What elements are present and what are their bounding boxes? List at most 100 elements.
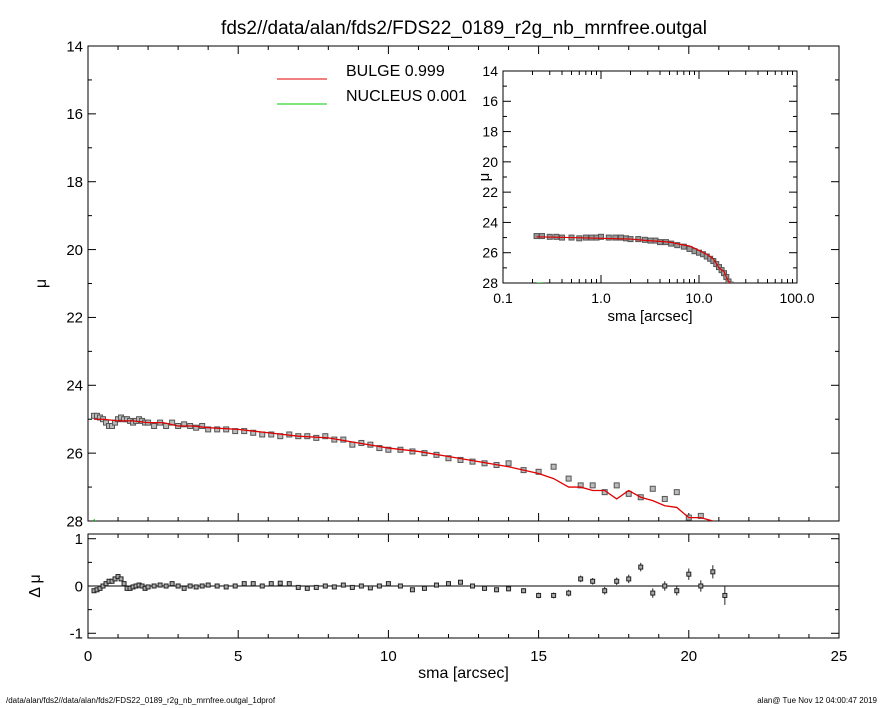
bulge-model-line [94, 418, 714, 521]
observed-point [457, 456, 464, 463]
residual-point [614, 578, 620, 584]
observed-point [109, 423, 116, 429]
observed-point [322, 433, 329, 440]
inset-data-layer [533, 233, 734, 283]
legend: BULGE 0.999 NUCLEUS 0.001 [277, 63, 467, 105]
residual-point [686, 571, 692, 577]
y-tick-label: 28 [66, 513, 83, 530]
observed-point [214, 426, 221, 433]
residual-point [223, 584, 229, 590]
residual-point [349, 584, 355, 590]
x-tick-label: 0.1 [493, 290, 513, 306]
residual-point [358, 583, 364, 589]
residual-point [331, 584, 337, 590]
observed-point [697, 512, 704, 519]
observed-point [250, 429, 257, 436]
residual-point [551, 592, 557, 598]
y-tick-label: 28 [482, 275, 498, 291]
residual-point [590, 578, 596, 584]
y-axis-label: μ [33, 279, 50, 288]
residual-point [259, 583, 265, 589]
x-tick-label: 1.0 [591, 290, 611, 306]
residual-point [494, 587, 500, 593]
y-tick-label: 24 [482, 214, 498, 230]
residual-point [650, 590, 656, 596]
inset-observed-point [533, 233, 540, 240]
x-tick-label: 20 [680, 648, 697, 665]
inset-observed-point [674, 242, 681, 249]
legend-label: NUCLEUS 0.001 [346, 88, 467, 105]
observed-point [589, 482, 596, 489]
inset-bulge-model-line [536, 236, 731, 283]
residual-point [214, 583, 220, 589]
residual-point [304, 585, 310, 591]
observed-point [565, 475, 572, 482]
observed-point [151, 423, 158, 429]
observed-point [268, 431, 275, 438]
residual-point [722, 592, 728, 598]
residual-point [376, 583, 382, 589]
residual-point [445, 581, 451, 587]
x-tick-label: 100.0 [779, 290, 814, 306]
observed-point [193, 424, 200, 431]
observed-point [710, 522, 715, 527]
residual-point [121, 581, 127, 587]
residual-point [277, 580, 283, 586]
x-tick-label: 0 [84, 648, 92, 665]
inset-observed-point [657, 239, 664, 246]
main-plot-panel: 14 16 18 20 22 24 26 28 μ [33, 38, 840, 530]
residual-point [205, 582, 211, 588]
residual-point [340, 582, 346, 588]
inset-log-plot-panel: 0.1 1.0 10.0 100.0 14 16 18 20 22 24 26 28 μ sma [arc… [476, 63, 815, 325]
observed-point [385, 446, 392, 453]
inset-observed-point [538, 233, 545, 240]
residual-point [698, 583, 704, 589]
residual-point [232, 583, 238, 589]
residual-point [181, 585, 187, 591]
y-tick-label: 0 [75, 578, 83, 595]
residual-point [578, 576, 584, 582]
observed-point [535, 468, 542, 475]
y-tick-label: 20 [66, 242, 83, 259]
y-tick-label: 16 [66, 106, 83, 123]
residual-point [638, 564, 644, 570]
observed-point [673, 489, 680, 496]
residual-point [241, 581, 247, 587]
y-tick-label: 18 [482, 123, 498, 139]
inset-observed-point [612, 234, 619, 241]
x-tick-label: 5 [234, 648, 242, 665]
x-tick-label: 10.0 [685, 290, 712, 306]
nucleus-model-line [93, 518, 96, 521]
residual-point [322, 583, 328, 589]
residual-point [566, 590, 572, 596]
y-tick-label: 22 [482, 184, 498, 200]
residual-point [385, 581, 391, 587]
x-tick-label: 10 [380, 648, 397, 665]
residual-point [710, 569, 716, 575]
y-tick-label: 20 [482, 154, 498, 170]
residual-point [457, 579, 463, 585]
inset-observed-point [680, 243, 687, 250]
footer-timestamp: alan@ Tue Nov 12 04:00:47 2019 [757, 696, 877, 705]
residual-point [602, 588, 608, 594]
observed-point [625, 490, 632, 497]
y-tick-label: 22 [66, 310, 83, 327]
inset-observed-point [605, 234, 612, 241]
inset-background [503, 71, 797, 283]
residual-point [199, 583, 205, 589]
y-tick-label: 24 [66, 378, 83, 395]
x-tick-label: 15 [530, 648, 547, 665]
footer-file-path: /data/alan/fds2//data/alan/fds2/FDS22_01… [6, 696, 276, 705]
x-tick-label: 25 [831, 648, 848, 665]
y-tick-label: 1 [75, 531, 83, 548]
residual-point [367, 585, 373, 591]
residual-point [157, 582, 163, 588]
residual-point [662, 583, 668, 589]
y-tick-label: 14 [482, 63, 498, 79]
residual-point [626, 576, 632, 582]
residual-point [286, 581, 292, 587]
chart-title: fds2//data/alan/fds2/FDS22_0189_r2g_nb_m… [221, 18, 707, 39]
